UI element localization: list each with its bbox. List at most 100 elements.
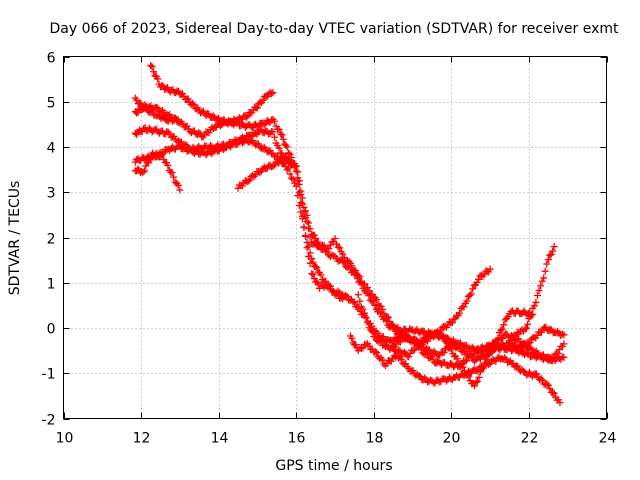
data-point — [411, 346, 419, 354]
data-point — [246, 176, 254, 184]
data-point — [530, 302, 538, 310]
data-point — [277, 130, 285, 138]
data-point — [472, 378, 480, 386]
y-tick-label: -2 — [42, 413, 56, 429]
data-point — [171, 178, 179, 186]
data-point — [440, 348, 448, 356]
data-point — [305, 242, 313, 250]
data-point — [535, 287, 543, 295]
data-point — [133, 96, 141, 104]
data-point — [148, 63, 156, 71]
data-point — [297, 198, 305, 206]
data-point — [377, 302, 385, 310]
data-point — [376, 336, 384, 344]
data-point — [283, 166, 291, 174]
data-point — [300, 223, 308, 231]
data-point — [217, 122, 225, 130]
data-point — [168, 169, 176, 177]
data-point — [560, 331, 568, 339]
data-point — [348, 262, 356, 270]
x-tick-label: 10 — [56, 431, 74, 447]
data-point — [339, 250, 347, 258]
data-point — [507, 337, 515, 345]
data-point — [386, 318, 394, 326]
x-tick-label: 12 — [133, 431, 151, 447]
data-point — [269, 89, 277, 97]
data-point — [279, 135, 287, 143]
data-point — [303, 218, 311, 226]
data-point — [371, 333, 379, 341]
data-point — [475, 275, 483, 283]
data-point — [312, 263, 320, 271]
data-point — [195, 129, 203, 137]
data-point — [365, 342, 373, 350]
data-point — [242, 113, 250, 121]
data-point — [362, 314, 370, 322]
data-point — [154, 104, 162, 112]
data-point — [325, 281, 333, 289]
data-point — [550, 354, 558, 362]
data-point — [554, 349, 562, 357]
data-point — [158, 150, 166, 158]
data-point — [298, 212, 306, 220]
data-point — [312, 234, 320, 242]
data-point — [364, 318, 372, 326]
data-point — [365, 287, 373, 295]
data-point — [254, 140, 262, 148]
data-point — [524, 320, 532, 328]
data-point — [520, 344, 528, 352]
data-point — [459, 363, 467, 371]
data-point — [269, 162, 277, 170]
data-point — [294, 168, 302, 176]
data-point — [471, 382, 479, 390]
data-point — [285, 156, 293, 164]
data-point — [537, 375, 545, 383]
data-point — [267, 90, 275, 98]
data-point — [336, 244, 344, 252]
data-point — [504, 313, 512, 321]
data-point — [543, 260, 551, 268]
grid-lines — [63, 56, 607, 419]
data-point — [328, 251, 336, 259]
data-point — [448, 319, 456, 327]
data-point — [482, 352, 490, 360]
data-point — [309, 270, 317, 278]
data-point — [453, 355, 461, 363]
data-point — [180, 143, 188, 151]
data-point — [456, 309, 464, 317]
data-point — [277, 149, 285, 157]
data-point — [184, 95, 192, 103]
data-point — [550, 243, 558, 251]
data-point — [354, 272, 362, 280]
data-point — [371, 301, 379, 309]
data-point — [317, 271, 325, 279]
data-point — [170, 173, 178, 181]
data-point — [292, 182, 300, 190]
data-point — [533, 292, 541, 300]
data-point — [558, 330, 566, 338]
data-point — [501, 354, 509, 362]
data-point — [390, 323, 398, 331]
data-point — [379, 333, 387, 341]
data-point — [337, 294, 345, 302]
data-point — [147, 62, 155, 70]
data-point — [343, 292, 351, 300]
data-point — [306, 249, 314, 257]
data-point — [333, 240, 341, 248]
x-tick-label: 22 — [521, 431, 539, 447]
data-point — [267, 149, 275, 157]
data-point — [546, 385, 554, 393]
data-point — [356, 297, 364, 305]
y-tick-label: 5 — [47, 96, 56, 112]
data-point — [549, 247, 557, 255]
data-point — [141, 101, 149, 109]
data-point — [471, 357, 479, 365]
data-point — [275, 126, 283, 134]
x-tick-label: 14 — [211, 431, 229, 447]
data-point — [305, 219, 313, 227]
data-point — [292, 163, 300, 171]
data-point — [379, 305, 387, 313]
data-point — [484, 351, 492, 359]
data-point — [270, 117, 278, 125]
data-point — [238, 182, 246, 190]
